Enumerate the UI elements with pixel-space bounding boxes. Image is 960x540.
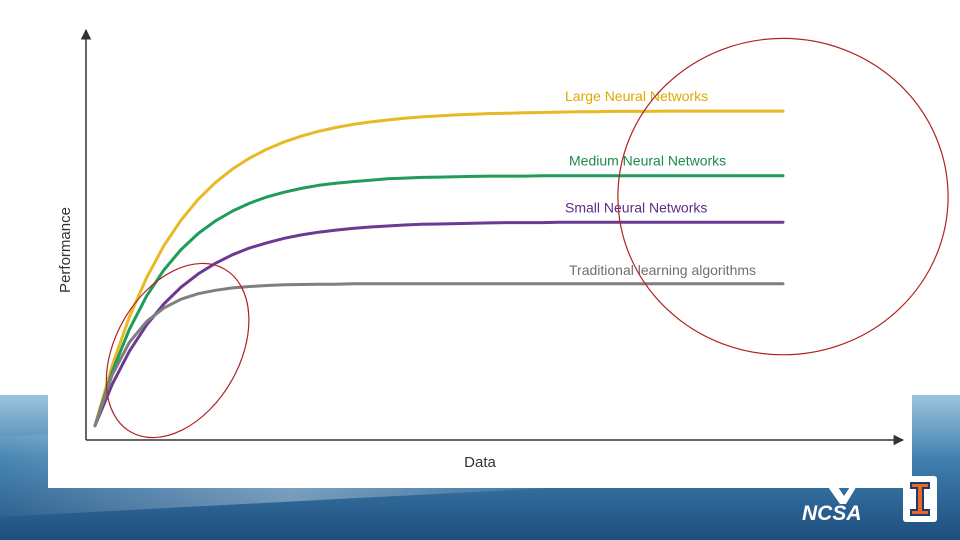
illinois-logo-text: I (903, 476, 904, 477)
series-line-traditional-learning-algorithms (93, 282, 785, 428)
series-label-traditional-learning-algorithms: Traditional learning algorithms (569, 262, 756, 278)
axes: Data Performance (57, 28, 905, 471)
highlight-ellipse-1 (105, 262, 250, 439)
series-label-large-neural-networks: Large Neural Networks (565, 88, 708, 104)
y-axis-label: Performance (57, 207, 74, 293)
block-i-icon (910, 482, 930, 516)
plot-panel (48, 30, 912, 488)
ncsa-logo: NCSA (800, 484, 878, 530)
series-line-large-neural-networks (93, 109, 785, 428)
series-labels: Large Neural Networks Medium Neural Netwo… (565, 88, 756, 278)
highlight-ellipse-2 (617, 37, 949, 356)
series-label-medium-neural-networks: Medium Neural Networks (569, 153, 726, 169)
ncsa-chevron-icon (826, 484, 858, 504)
series-line-small-neural-networks (93, 220, 785, 428)
series-label-small-neural-networks: Small Neural Networks (565, 199, 707, 215)
series-layer (93, 109, 785, 428)
series-line-medium-neural-networks (93, 174, 785, 428)
illinois-logo: I (903, 476, 937, 522)
annotation-layer (105, 37, 949, 439)
ncsa-wordmark: NCSA (802, 502, 862, 525)
x-axis-label: Data (464, 454, 496, 471)
